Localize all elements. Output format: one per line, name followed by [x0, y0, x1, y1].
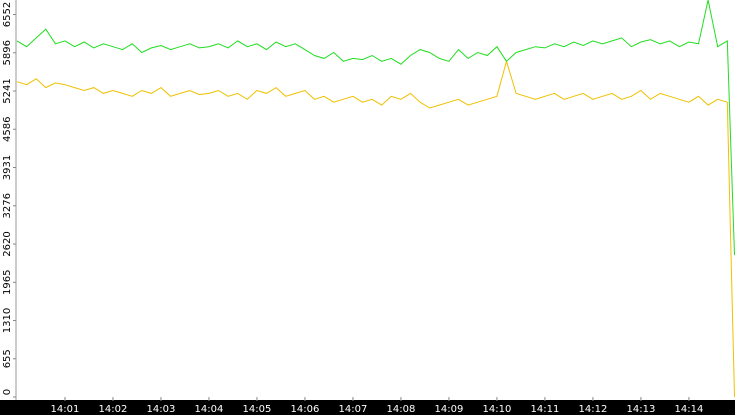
series-line — [16, 0, 735, 256]
x-tick-label: 14:13 — [627, 404, 656, 415]
y-tick-label: 6552 — [2, 2, 13, 27]
x-tick-label: 14:12 — [579, 404, 608, 415]
y-tick-label: 5896 — [2, 40, 13, 65]
x-tick-label: 14:05 — [243, 404, 272, 415]
series-line — [16, 59, 735, 398]
x-tick-label: 14:08 — [387, 404, 416, 415]
y-tick-label: 3931 — [2, 155, 13, 180]
y-tick-label: 5241 — [2, 78, 13, 103]
y-tick-label: 1965 — [2, 270, 13, 295]
y-tick-label: 1310 — [2, 308, 13, 333]
x-tick-label: 14:06 — [291, 404, 320, 415]
x-tick-label: 14:11 — [531, 404, 560, 415]
x-tick-label: 14:10 — [483, 404, 512, 415]
x-tick-label: 14:02 — [99, 404, 128, 415]
y-tick-label: 655 — [2, 349, 13, 368]
x-tick-label: 14:14 — [675, 404, 704, 415]
y-tick-label: 4586 — [2, 117, 13, 142]
x-tick-label: 14:01 — [51, 404, 80, 415]
x-axis-bar — [0, 400, 735, 415]
y-tick-label: 0 — [2, 389, 13, 395]
x-tick-label: 14:03 — [147, 404, 176, 415]
x-tick-label: 14:07 — [339, 404, 368, 415]
x-tick-label: 14:04 — [195, 404, 224, 415]
y-tick-label: 3276 — [2, 193, 13, 218]
x-tick-label: 14:09 — [435, 404, 464, 415]
y-tick-label: 2620 — [2, 231, 13, 256]
